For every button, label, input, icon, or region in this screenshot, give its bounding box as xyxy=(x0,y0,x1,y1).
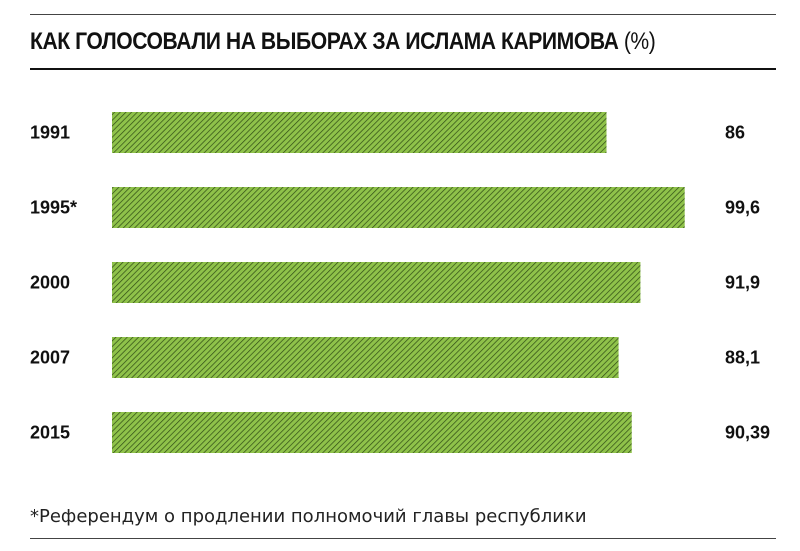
value-label: 91,9 xyxy=(725,273,760,293)
top-rule xyxy=(30,14,776,15)
bar xyxy=(112,262,641,303)
category-label: 1991 xyxy=(30,123,70,143)
bars-group: 1991 86 1995* 99,6 2000 91,9 2007 88,1 2015 90,39 xyxy=(30,112,770,453)
category-label: 2000 xyxy=(30,273,70,293)
title-underline xyxy=(30,68,776,70)
value-label: 99,6 xyxy=(725,198,760,218)
bar xyxy=(112,412,632,453)
category-label: 2015 xyxy=(30,423,70,443)
footnote: *Референдум о продлении полномочий главы… xyxy=(30,506,587,527)
value-label: 86 xyxy=(725,123,745,143)
bar xyxy=(112,337,619,378)
bar xyxy=(112,187,685,228)
chart-title-unit: (%) xyxy=(623,28,656,55)
category-label: 1995* xyxy=(30,198,77,218)
value-label: 90,39 xyxy=(725,423,770,443)
category-label: 2007 xyxy=(30,348,70,368)
chart-title: КАК ГОЛОСОВАЛИ НА ВЫБОРАХ ЗА ИСЛАМА КАРИ… xyxy=(30,28,656,56)
bottom-rule xyxy=(30,538,776,539)
bar xyxy=(112,112,607,153)
value-label: 88,1 xyxy=(725,348,760,368)
chart-title-text: КАК ГОЛОСОВАЛИ НА ВЫБОРАХ ЗА ИСЛАМА КАРИ… xyxy=(30,28,619,55)
